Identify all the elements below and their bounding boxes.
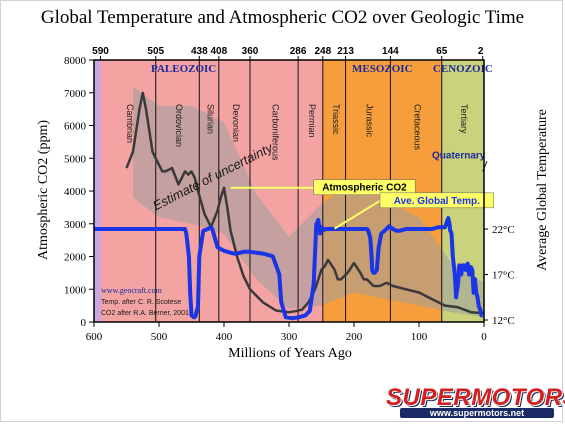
left-tick-label: 3000 (64, 219, 87, 231)
left-tick-label: 4000 (64, 186, 87, 198)
left-axis-title: Atmospheric CO2 (ppm) (36, 120, 51, 260)
period-label: Tertiary (459, 104, 469, 134)
temperature-callout-box (379, 192, 494, 209)
top-tick-label: 2 (478, 46, 484, 57)
top-tick-label: 213 (337, 46, 354, 57)
top-tick-label: 505 (147, 46, 164, 57)
pre-cambrian-strip (94, 60, 101, 322)
period-label: Jurassic (365, 104, 375, 138)
right-tick-label: 22°C (492, 224, 515, 236)
x-axis-title: Millions of Years Ago (228, 346, 352, 361)
co2-callout-text: Atmospheric CO2 (322, 183, 407, 194)
quaternary-label: Quaternary (432, 150, 486, 161)
right-tick-label: 12°C (492, 315, 515, 327)
supermotors-watermark: SUPERMOTORS www.supermotors.net (386, 384, 565, 420)
left-tick-label: 5000 (64, 153, 87, 165)
top-tick-label: 144 (382, 46, 399, 57)
x-tick-label: 0 (481, 331, 487, 343)
top-tick-label: 286 (290, 46, 307, 57)
left-tick-label: 6000 (64, 121, 87, 133)
right-tick-label: 17°C (492, 270, 515, 282)
top-tick-label: 590 (92, 46, 109, 57)
x-tick-label: 100 (411, 331, 428, 343)
watermark-url: www.supermotors.net (400, 408, 554, 418)
temperature-callout-text: Ave. Global Temp. (394, 196, 480, 207)
period-label: Permian (307, 104, 317, 138)
temperature-callout-pointer (333, 199, 381, 230)
top-tick-label: 438 (191, 46, 208, 57)
period-label: Triassic (331, 104, 341, 135)
x-tick-label: 300 (281, 331, 298, 343)
era-label: CENOZOIC (433, 63, 493, 75)
temperature-line (94, 216, 484, 321)
x-tick-label: 200 (346, 331, 363, 343)
left-tick-label: 0 (81, 317, 87, 329)
uncertainty-band (133, 86, 484, 318)
period-label: Devonian (231, 104, 241, 142)
left-tick-label: 2000 (64, 252, 87, 264)
co2-callout-box (313, 179, 416, 195)
top-tick-label: 408 (210, 46, 227, 57)
credit-source: www.geocraft.com (101, 286, 163, 295)
era-label: PALEOZOIC (151, 63, 216, 75)
era-label: MESOZOIC (352, 63, 413, 75)
left-tick-label: 7000 (64, 88, 87, 100)
co2-line (125, 91, 485, 315)
x-tick-label: 600 (86, 331, 103, 343)
credit-co2: CO2 after R.A. Berner, 2001 (101, 310, 189, 317)
period-label: Ordovician (174, 104, 184, 147)
top-tick-label: 248 (314, 46, 331, 57)
left-tick-label: 8000 (64, 55, 87, 67)
period-label: Cretaceous (413, 104, 423, 151)
x-tick-label: 500 (151, 331, 168, 343)
x-tick-label: 400 (216, 331, 233, 343)
top-tick-label: 360 (242, 46, 259, 57)
period-label: Cambrian (125, 104, 135, 143)
chart-title: Global Temperature and Atmospheric CO2 o… (40, 7, 525, 28)
right-axis-title: Average Global Temperature (535, 109, 550, 271)
left-tick-label: 1000 (64, 284, 87, 296)
watermark-brand: SUPERMOTORS (386, 384, 565, 411)
top-tick-label: 65 (436, 46, 448, 57)
period-label: Carboniferous (271, 104, 281, 161)
credit-temperature: Temp. after C. R. Scotese (101, 299, 181, 306)
period-label: Silurian (206, 104, 216, 134)
